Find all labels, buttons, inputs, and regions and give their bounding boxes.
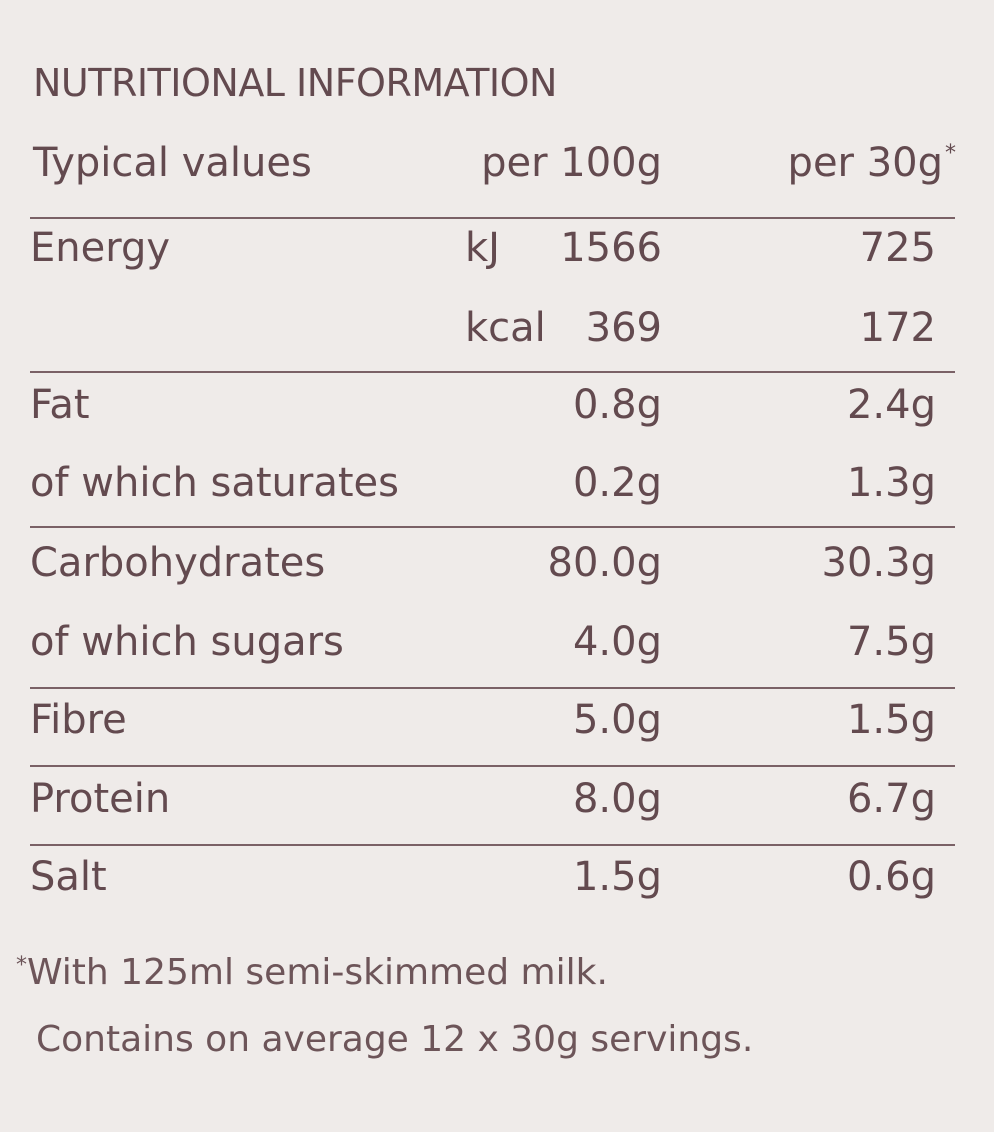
row-label: of which saturates: [30, 460, 399, 506]
row-divider: [30, 765, 955, 767]
row-label: Fibre: [30, 697, 127, 743]
per-100g-value: 8.0g: [572, 776, 662, 822]
per-100g-value: 1566: [560, 225, 662, 271]
per-30g-value: 0.6g: [846, 854, 936, 900]
per-30g-value: 2.4g: [846, 382, 936, 428]
per-30g-value: 725: [859, 225, 936, 271]
footnote-mark: *: [16, 953, 27, 978]
per-30g-value: 7.5g: [846, 619, 936, 665]
per-30g-value: 1.5g: [846, 697, 936, 743]
row-divider: [30, 371, 955, 373]
per-30g-value: 172: [859, 305, 936, 351]
header-per-30g-text: per 30g: [787, 140, 943, 186]
footnote: *With 125ml semi-skimmed milk.: [14, 955, 608, 991]
header-mark: *: [945, 141, 956, 166]
row-divider: [30, 844, 955, 846]
per-100g-value: 5.0g: [572, 697, 662, 743]
header-per-100g: per 100g: [481, 140, 662, 186]
header-per-30g: per 30g*: [787, 140, 956, 186]
row-divider: [30, 217, 955, 219]
row-unit: kcal: [465, 305, 546, 351]
row-label: Carbohydrates: [30, 540, 326, 586]
per-30g-value: 6.7g: [846, 776, 936, 822]
footnote-text: With 125ml semi-skimmed milk.: [27, 952, 608, 993]
row-label: of which sugars: [30, 619, 344, 665]
per-100g-value: 0.8g: [572, 382, 662, 428]
note: Contains on average 12 x 30g servings.: [36, 1019, 754, 1060]
row-unit: kJ: [465, 225, 500, 271]
row-label: Protein: [30, 776, 171, 822]
per-100g-value: 369: [585, 305, 662, 351]
title: NUTRITIONAL INFORMATION: [33, 61, 557, 105]
row-divider: [30, 526, 955, 528]
row-label: Salt: [30, 854, 107, 900]
row-label: Energy: [30, 225, 171, 271]
per-100g-value: 0.2g: [572, 460, 662, 506]
per-30g-value: 1.3g: [846, 460, 936, 506]
header-label: Typical values: [33, 140, 312, 186]
per-30g-value: 30.3g: [821, 540, 936, 586]
per-100g-value: 1.5g: [572, 854, 662, 900]
per-100g-value: 4.0g: [572, 619, 662, 665]
row-divider: [30, 687, 955, 689]
per-100g-value: 80.0g: [547, 540, 662, 586]
row-label: Fat: [30, 382, 90, 428]
